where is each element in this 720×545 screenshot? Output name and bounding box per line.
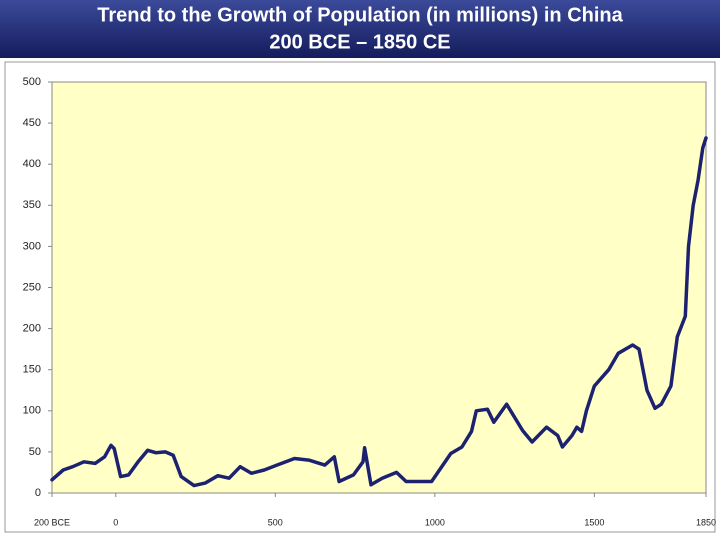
y-tick-label: 350 [23,199,41,211]
chart-title: Trend to the Growth of Population (in mi… [97,4,623,26]
chart-subtitle: 200 BCE – 1850 CE [269,31,450,53]
y-tick-label: 400 [23,158,41,170]
header [0,0,720,58]
y-tick-label: 50 [29,446,41,458]
y-tick-label: 150 [23,364,41,376]
y-tick-label: 250 [23,281,41,293]
x-tick-label: 0 [113,517,118,527]
y-tick-label: 100 [23,405,41,417]
x-tick-label: 1000 [425,517,445,527]
y-tick-label: 500 [23,76,41,88]
x-tick-label: 200 BCE [34,517,70,527]
y-tick-label: 450 [23,117,41,129]
x-tick-label: 1850 [696,517,716,527]
y-tick-label: 300 [23,240,41,252]
x-tick-label: 500 [268,517,283,527]
y-tick-label: 0 [35,487,41,499]
y-tick-label: 200 [23,323,41,335]
plot-area [51,81,707,494]
x-tick-label: 1500 [584,517,604,527]
data-line [50,136,708,488]
